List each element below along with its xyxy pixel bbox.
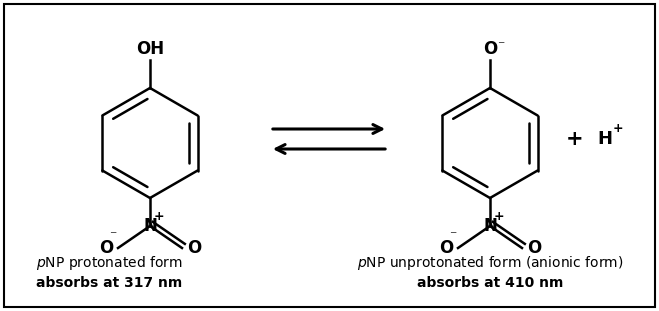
Text: +: +: [566, 129, 584, 149]
Text: ⁻: ⁻: [109, 229, 117, 243]
Text: OH: OH: [136, 40, 164, 58]
Text: +: +: [494, 211, 504, 224]
Text: ⁻: ⁻: [449, 229, 457, 243]
Text: $\it{p}$NP unprotonated form (anionic form): $\it{p}$NP unprotonated form (anionic fo…: [357, 254, 623, 272]
Text: O: O: [439, 239, 453, 257]
Text: N: N: [143, 217, 157, 235]
Text: O: O: [99, 239, 113, 257]
Text: +: +: [613, 123, 623, 136]
Text: $\it{p}$NP protonated form: $\it{p}$NP protonated form: [36, 254, 183, 272]
Text: +: +: [154, 211, 164, 224]
Text: O: O: [483, 40, 497, 58]
Text: O: O: [187, 239, 201, 257]
Text: absorbs at 410 nm: absorbs at 410 nm: [416, 276, 563, 290]
Text: O: O: [527, 239, 541, 257]
Text: H: H: [598, 130, 612, 148]
Text: N: N: [483, 217, 497, 235]
Text: ⁻: ⁻: [498, 39, 505, 53]
Text: absorbs at 317 nm: absorbs at 317 nm: [36, 276, 182, 290]
